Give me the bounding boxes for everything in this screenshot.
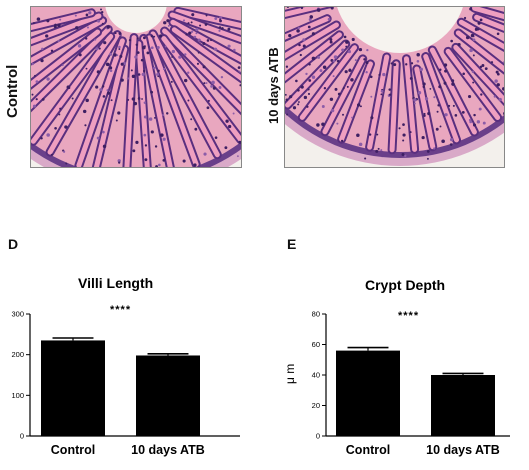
control-micrograph	[30, 6, 242, 168]
chart-d-ytick-label-1: 100	[11, 391, 24, 400]
chart-e-plot: 0 20 40 60 80 Control 10 days ATB	[312, 310, 510, 457]
chart-e-title: Crypt Depth	[365, 277, 446, 293]
chart-d-significance: ****	[110, 304, 132, 316]
chart-d-ytick-label-2: 200	[11, 350, 24, 359]
panel-letter-e: E	[287, 236, 297, 252]
chart-d-title: Villi Length	[78, 275, 154, 291]
chart-e-bar-0	[336, 350, 400, 436]
chart-e-ytick-label-3: 60	[312, 340, 320, 349]
chart-d-ytick-label-0: 0	[20, 432, 24, 441]
atb-micrograph	[284, 6, 505, 168]
chart-d-bar-0	[41, 340, 105, 436]
chart-e-ylabel: μ m	[283, 363, 297, 384]
chart-e-significance: ****	[398, 310, 420, 322]
chart-e-xtick-label-1: 10 days ATB	[426, 443, 500, 457]
chart-d-bar-1	[136, 355, 200, 436]
panel-letter-d: D	[8, 236, 19, 252]
chart-e-xtick-label-0: Control	[346, 443, 390, 457]
chart-e-bar-1	[431, 375, 495, 436]
chart-e-ytick-label-2: 40	[312, 371, 320, 380]
chart-d-xtick-label-1: 10 days ATB	[131, 443, 205, 457]
atb-image-label: 10 days ATB	[266, 47, 281, 124]
chart-d-ytick-label-3: 300	[11, 310, 24, 319]
chart-e-ytick-label-4: 80	[312, 310, 320, 319]
chart-e-ytick-label-1: 20	[312, 401, 320, 410]
chart-d-plot: 0 100 200 300 Control 10 days ATB	[11, 310, 240, 457]
control-image-label: Control	[4, 64, 21, 118]
chart-e-ytick-label-0: 0	[316, 432, 320, 441]
chart-d-xtick-label-0: Control	[51, 443, 95, 457]
